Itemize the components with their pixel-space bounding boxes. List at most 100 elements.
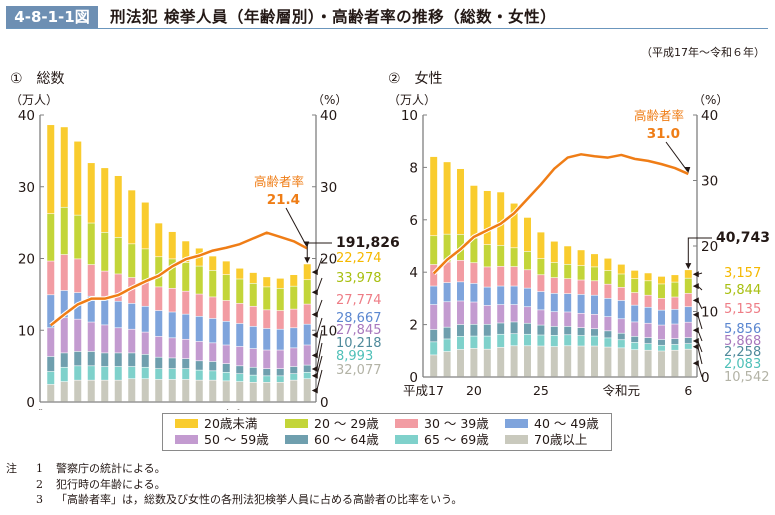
- latest-value-label: 5,135: [724, 302, 761, 317]
- bar-segment: [87, 223, 95, 265]
- bar-segment: [658, 339, 665, 345]
- note-item: 2 犯行時の年齢による。: [6, 477, 462, 493]
- y-axis-unit: （万人）: [10, 93, 58, 107]
- bar-segment: [684, 343, 692, 349]
- bar-segment: [497, 245, 505, 267]
- bar-segment: [550, 262, 558, 278]
- bar-segment: [263, 350, 271, 369]
- bar-segment: [114, 274, 122, 301]
- bar-segment: [101, 325, 109, 353]
- bar-segment: [249, 283, 257, 306]
- bar-segment: [128, 379, 136, 402]
- bar-segment: [47, 214, 55, 261]
- value-pointer-head: [692, 337, 699, 344]
- legend-swatch: [395, 419, 418, 428]
- value-pointer-head: [311, 289, 318, 296]
- bar-segment: [430, 286, 438, 305]
- bar-segment: [510, 334, 518, 346]
- bar-segment: [644, 350, 652, 377]
- bar-segment: [74, 380, 82, 402]
- bar-segment: [182, 291, 190, 314]
- value-pointer-head: [692, 271, 699, 278]
- value-pointer: [697, 346, 703, 365]
- bar-segment: [128, 190, 136, 244]
- latest-value-label: 5,868: [724, 334, 761, 349]
- total-arrowhead: [304, 257, 311, 264]
- latest-value-label: 8,993: [336, 349, 373, 364]
- bar-segment: [168, 338, 176, 358]
- bar-segment: [510, 203, 518, 248]
- notes: 注 1 警察庁の統計による。 2 犯行時の年齢による。 3 「高齢者率」は，総数及び女性…: [6, 461, 462, 508]
- bar-segment: [658, 298, 665, 310]
- x-tick-label: 6: [684, 383, 692, 398]
- figure-title: 刑法犯 検挙人員（年齢層別）・高齢者率の推移（総数・女性）: [110, 8, 557, 26]
- bar-segment: [658, 276, 665, 284]
- latest-value-label: 33,978: [336, 271, 382, 286]
- bar-segment: [290, 309, 298, 328]
- rate-value: 21.4: [267, 192, 300, 208]
- bar-segment: [550, 277, 558, 294]
- bar-segment: [644, 307, 652, 323]
- bar-segment: [537, 335, 545, 346]
- bar-segment: [276, 382, 284, 402]
- bar-segment: [591, 254, 598, 267]
- bar-segment: [604, 317, 612, 331]
- bar-segment: [430, 264, 438, 286]
- bar-segment: [141, 354, 149, 367]
- bar-segment: [128, 244, 136, 278]
- bar-segment: [550, 241, 558, 263]
- figure-number: 4-8-1-1図: [6, 6, 98, 28]
- bar-segment: [671, 324, 679, 339]
- bar-segment: [74, 141, 82, 215]
- note-head: 注: [6, 462, 17, 475]
- bar-segment: [60, 367, 68, 382]
- bar-segment: [263, 376, 271, 383]
- bar-segment: [263, 310, 271, 329]
- legend-label: 30 ～ 39歳: [424, 416, 489, 431]
- bar-segment: [60, 127, 68, 207]
- bar-segment: [276, 288, 284, 311]
- x-tick-label: 6: [303, 408, 311, 410]
- bar-segment: [236, 279, 244, 304]
- bar-segment: [101, 353, 109, 367]
- bar-segment: [470, 263, 478, 284]
- bar-segment: [510, 266, 518, 286]
- bar-segment: [564, 346, 572, 377]
- bar-segment: [209, 297, 217, 319]
- bar-segment: [684, 322, 692, 338]
- latest-value-label: 2,258: [724, 345, 761, 360]
- latest-value-label: 10,218: [336, 336, 382, 351]
- x-tick-label: 平成17: [20, 408, 61, 410]
- bar-segment: [128, 353, 136, 367]
- bar-segment: [604, 284, 612, 299]
- bar-segment: [457, 324, 464, 337]
- y-tick-label: 6: [409, 213, 418, 229]
- bar-segment: [101, 300, 109, 325]
- bar-segment: [101, 168, 109, 233]
- bar-segment: [443, 351, 451, 377]
- legend-item: 40 ～ 49歳: [505, 417, 599, 431]
- legend-label: 40 ～ 49歳: [534, 416, 599, 431]
- bar-segment: [658, 325, 665, 340]
- note-text: 警察庁の統計による。: [56, 462, 166, 475]
- value-pointer-head: [692, 311, 699, 318]
- bar-segment: [290, 374, 298, 380]
- bar-segment: [684, 278, 692, 294]
- latest-value-label: 27,774: [336, 293, 382, 308]
- value-pointer: [316, 329, 323, 356]
- legend-label: 60 ～ 64歳: [314, 432, 379, 447]
- bar-segment: [60, 254, 68, 291]
- bar-segment: [537, 232, 545, 259]
- bar-segment: [443, 339, 451, 352]
- bar-segment: [222, 300, 230, 322]
- bar-segment: [182, 339, 190, 359]
- bar-segment: [222, 321, 230, 345]
- bar-segment: [617, 319, 625, 333]
- y-tick-label: 30: [18, 180, 35, 196]
- bar-segment: [537, 275, 545, 292]
- latest-value-label: 28,667: [336, 311, 382, 326]
- legend-label: 20歳未満: [204, 416, 258, 431]
- bar-segment: [263, 368, 271, 376]
- y-tick-label: 40: [18, 108, 35, 124]
- bar-segment: [236, 268, 244, 279]
